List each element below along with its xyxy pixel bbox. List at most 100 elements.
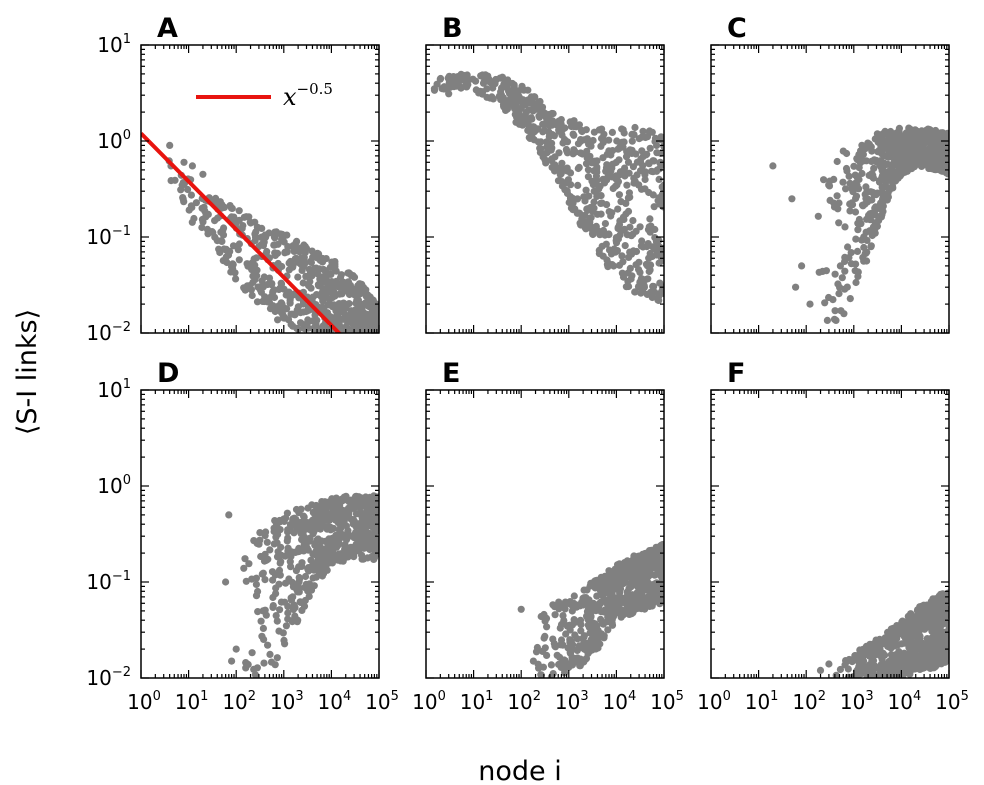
data-point [927, 144, 935, 152]
data-point [563, 147, 571, 155]
data-point [623, 231, 631, 239]
data-point [293, 237, 301, 245]
data-point [927, 155, 935, 163]
data-point [270, 293, 279, 302]
x-tick-label: 101 [745, 689, 779, 714]
data-point [166, 141, 174, 149]
data-point [815, 268, 823, 276]
data-point [324, 285, 332, 293]
panel-frame [140, 44, 380, 334]
data-point [609, 160, 617, 168]
data-point [342, 496, 350, 504]
data-point [624, 207, 633, 215]
data-point [309, 293, 317, 301]
y-tick-label: 10−2 [86, 320, 131, 345]
data-point [235, 256, 243, 264]
data-point [635, 135, 643, 143]
data-point [866, 227, 874, 235]
data-point [537, 145, 545, 153]
data-point [240, 284, 248, 292]
data-point [822, 267, 831, 275]
data-point [599, 226, 608, 235]
data-point [453, 81, 461, 89]
data-point [284, 544, 292, 552]
data-point [835, 290, 843, 298]
data-point [851, 208, 860, 216]
data-point [643, 133, 652, 141]
data-point [307, 556, 315, 564]
data-point [294, 273, 302, 281]
data-point [509, 98, 517, 106]
data-point [833, 157, 841, 166]
data-point [304, 525, 312, 533]
data-point [521, 101, 530, 109]
data-point [632, 261, 640, 269]
data-point [580, 586, 588, 594]
data-point [652, 586, 660, 594]
data-point [624, 158, 633, 166]
data-point [275, 627, 283, 635]
data-point [309, 253, 317, 261]
data-point [287, 552, 295, 561]
data-point [629, 556, 637, 564]
data-point [563, 662, 571, 670]
data-point [580, 136, 588, 144]
data-point [603, 201, 611, 209]
data-point [555, 660, 563, 669]
data-point [926, 618, 934, 627]
data-point [229, 242, 238, 250]
x-tick-label: 103 [555, 689, 589, 714]
data-point [841, 223, 849, 231]
data-point [589, 599, 598, 608]
data-point [833, 192, 841, 200]
data-point [566, 169, 575, 177]
data-point [364, 554, 372, 562]
data-point [345, 290, 354, 299]
data-point [543, 651, 551, 660]
data-point [852, 235, 860, 243]
x-tick-label: 100 [697, 689, 731, 714]
data-point [368, 515, 376, 523]
panel-letter: F [727, 358, 745, 389]
data-point [211, 233, 219, 241]
data-point [930, 596, 939, 605]
data-point [515, 120, 524, 128]
data-point [338, 328, 346, 333]
data-point [880, 183, 888, 191]
data-point [261, 576, 269, 584]
data-point [619, 565, 627, 573]
data-point [311, 541, 319, 549]
data-point [654, 197, 662, 205]
data-point [229, 260, 237, 268]
data-point [628, 137, 636, 145]
data-point [326, 548, 335, 556]
data-point [626, 248, 634, 256]
data-point [535, 664, 543, 672]
data-point [855, 215, 864, 224]
data-point [601, 572, 609, 581]
data-point [894, 140, 902, 148]
data-point [549, 601, 557, 609]
data-point [252, 574, 260, 582]
data-point [830, 175, 838, 183]
data-point [555, 149, 563, 157]
data-point [541, 632, 549, 641]
data-point [830, 315, 839, 323]
data-point [254, 608, 262, 616]
panel-letter: B [442, 13, 463, 44]
data-point [867, 242, 875, 250]
data-point [610, 245, 618, 253]
axis-ticks [710, 389, 950, 679]
data-point [472, 77, 480, 85]
data-point [577, 126, 586, 134]
data-point [638, 281, 646, 289]
data-point [825, 660, 833, 668]
data-point [860, 233, 868, 241]
data-point [587, 636, 595, 644]
data-point [440, 83, 448, 91]
data-point [593, 176, 601, 184]
data-point [346, 270, 354, 278]
data-point [854, 666, 862, 674]
data-point [275, 580, 283, 588]
data-point [879, 202, 887, 210]
